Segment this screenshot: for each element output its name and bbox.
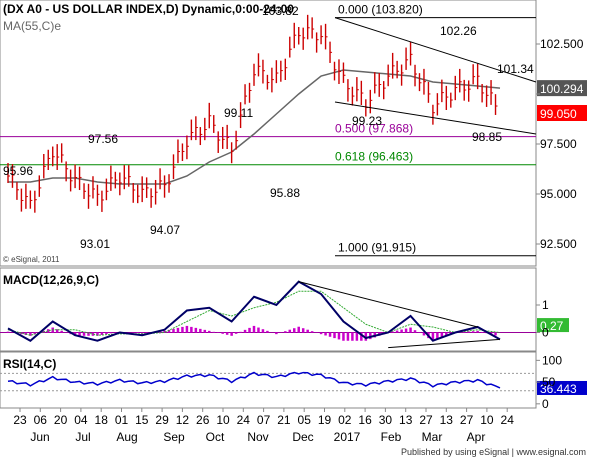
ma-line [8,69,501,185]
x-axis-day-label: 15 [135,413,149,427]
price-layer: 0.000 (103.820) 0.500 (97.868) 0.618 (96.4… [0,3,587,257]
rsi-value-box [537,380,587,395]
price-value-label: 99.050 [540,107,577,121]
x-axis-month-label: Aug [116,430,137,444]
x-axis-day-label: 18 [95,413,109,427]
x-axis: 23 06 20 04 18 01 15 29 12 26 10 24 07 21 05 19 02 16 30 13… [13,408,514,444]
price-y-tick-label: 92.500 [540,237,577,251]
price-annotation: 93.01 [80,237,110,251]
macd-trendline-lower [388,338,501,349]
rsi-y-tick-label: 50 [542,375,556,389]
price-annotation: 95.88 [270,186,300,200]
x-axis-day-label: 16 [358,413,372,427]
x-axis-day-label: 19 [318,413,332,427]
x-axis-month-label: Jul [75,430,90,444]
chart-title: (DX A0 - US DOLLAR INDEX,D) Dynamic,0:00… [3,2,294,16]
price-y-tick-label: 95.000 [540,187,577,201]
macd-y-tick-label: 0 [542,326,549,340]
x-axis-day-label: 23 [13,413,27,427]
x-axis-month-label: Mar [422,430,443,444]
x-axis-day-label: 29 [155,413,169,427]
price-annotation: 101.34 [497,62,534,76]
price-annotation: 94.07 [150,223,180,237]
x-axis-day-label: 26 [196,413,210,427]
x-axis-day-label: 24 [501,413,515,427]
x-axis-day-label: 07 [257,413,271,427]
x-axis-month-label: 2017 [334,430,361,444]
x-axis-month-label: Nov [247,430,268,444]
macd-title: MACD(12,26,9,C) [3,273,99,287]
x-axis-month-label: Oct [206,430,225,444]
x-axis-day-label: 27 [460,413,474,427]
x-axis-day-label: 21 [277,413,291,427]
price-y-tick-label: 97.500 [540,137,577,151]
footer: Published by using eSignal | www.esignal… [401,447,586,457]
macd-y-tick-label: 1 [542,298,549,312]
macd-layer: 0.27 [0,280,569,349]
macd-value-label: 0.27 [540,319,564,333]
price-annotation: 102.26 [440,24,477,38]
y-axis: 92.500 95.000 97.500 102.500 0 1 0 50 100 [536,37,584,411]
fib-level-label: 0.618 (96.463) [335,150,413,164]
price-annotation: 103.82 [262,4,299,18]
upper-trendline [334,17,537,83]
fib-level-label: 1.000 (91.915) [338,241,416,255]
lower-trendline [334,101,537,135]
rsi-value-label: 36.443 [540,382,577,396]
macd-value-box [537,318,569,333]
x-axis-day-label: 05 [298,413,312,427]
price-panel-frame [0,0,537,267]
ma-value-box [537,80,587,97]
x-axis-day-label: 10 [216,413,230,427]
x-axis-day-label: 13 [399,413,413,427]
x-axis-day-label: 27 [419,413,433,427]
rsi-line [7,371,501,389]
price-y-tick-label: 102.500 [540,37,584,51]
price-annotation: 97.56 [88,132,118,146]
macd-panel-frame [0,267,537,352]
watermark: © eSignal, 2011 [3,255,60,264]
macd-trendline-upper [298,281,478,328]
rsi-y-tick-label: 100 [542,353,562,367]
fib-level-label: 0.500 (97.868) [335,122,413,136]
x-axis-month-label: Feb [381,430,402,444]
rsi-y-tick-label: 0 [542,397,549,411]
x-axis-day-label: 02 [338,413,352,427]
price-annotation: 99.23 [352,114,382,128]
price-annotation: 99.11 [224,106,253,120]
fib-level-label: 0.000 (103.820) [338,3,423,17]
ma-label: MA(55,C)e [3,19,61,33]
x-axis-month-label: Apr [467,430,486,444]
x-axis-day-label: 04 [74,413,88,427]
x-axis-day-label: 06 [34,413,48,427]
macd-line [7,280,501,342]
price-annotation: 95.96 [3,164,33,178]
x-axis-day-label: 01 [115,413,129,427]
x-axis-day-label: 24 [237,413,251,427]
ma-value-label: 100.294 [540,82,584,96]
price-annotation: 98.85 [472,130,502,144]
rsi-panel-frame [0,351,537,409]
x-axis-month-label: Sep [163,430,185,444]
x-axis-day-label: 10 [480,413,494,427]
x-axis-month-label: Jun [30,430,49,444]
x-axis-day-label: 12 [176,413,190,427]
rsi-title: RSI(14,C) [3,357,56,371]
x-axis-month-label: Dec [292,430,313,444]
rsi-layer: 36.443 [0,371,587,396]
x-axis-day-label: 13 [440,413,454,427]
price-value-box [537,105,587,121]
x-axis-day-label: 20 [54,413,68,427]
x-axis-day-label: 30 [379,413,393,427]
